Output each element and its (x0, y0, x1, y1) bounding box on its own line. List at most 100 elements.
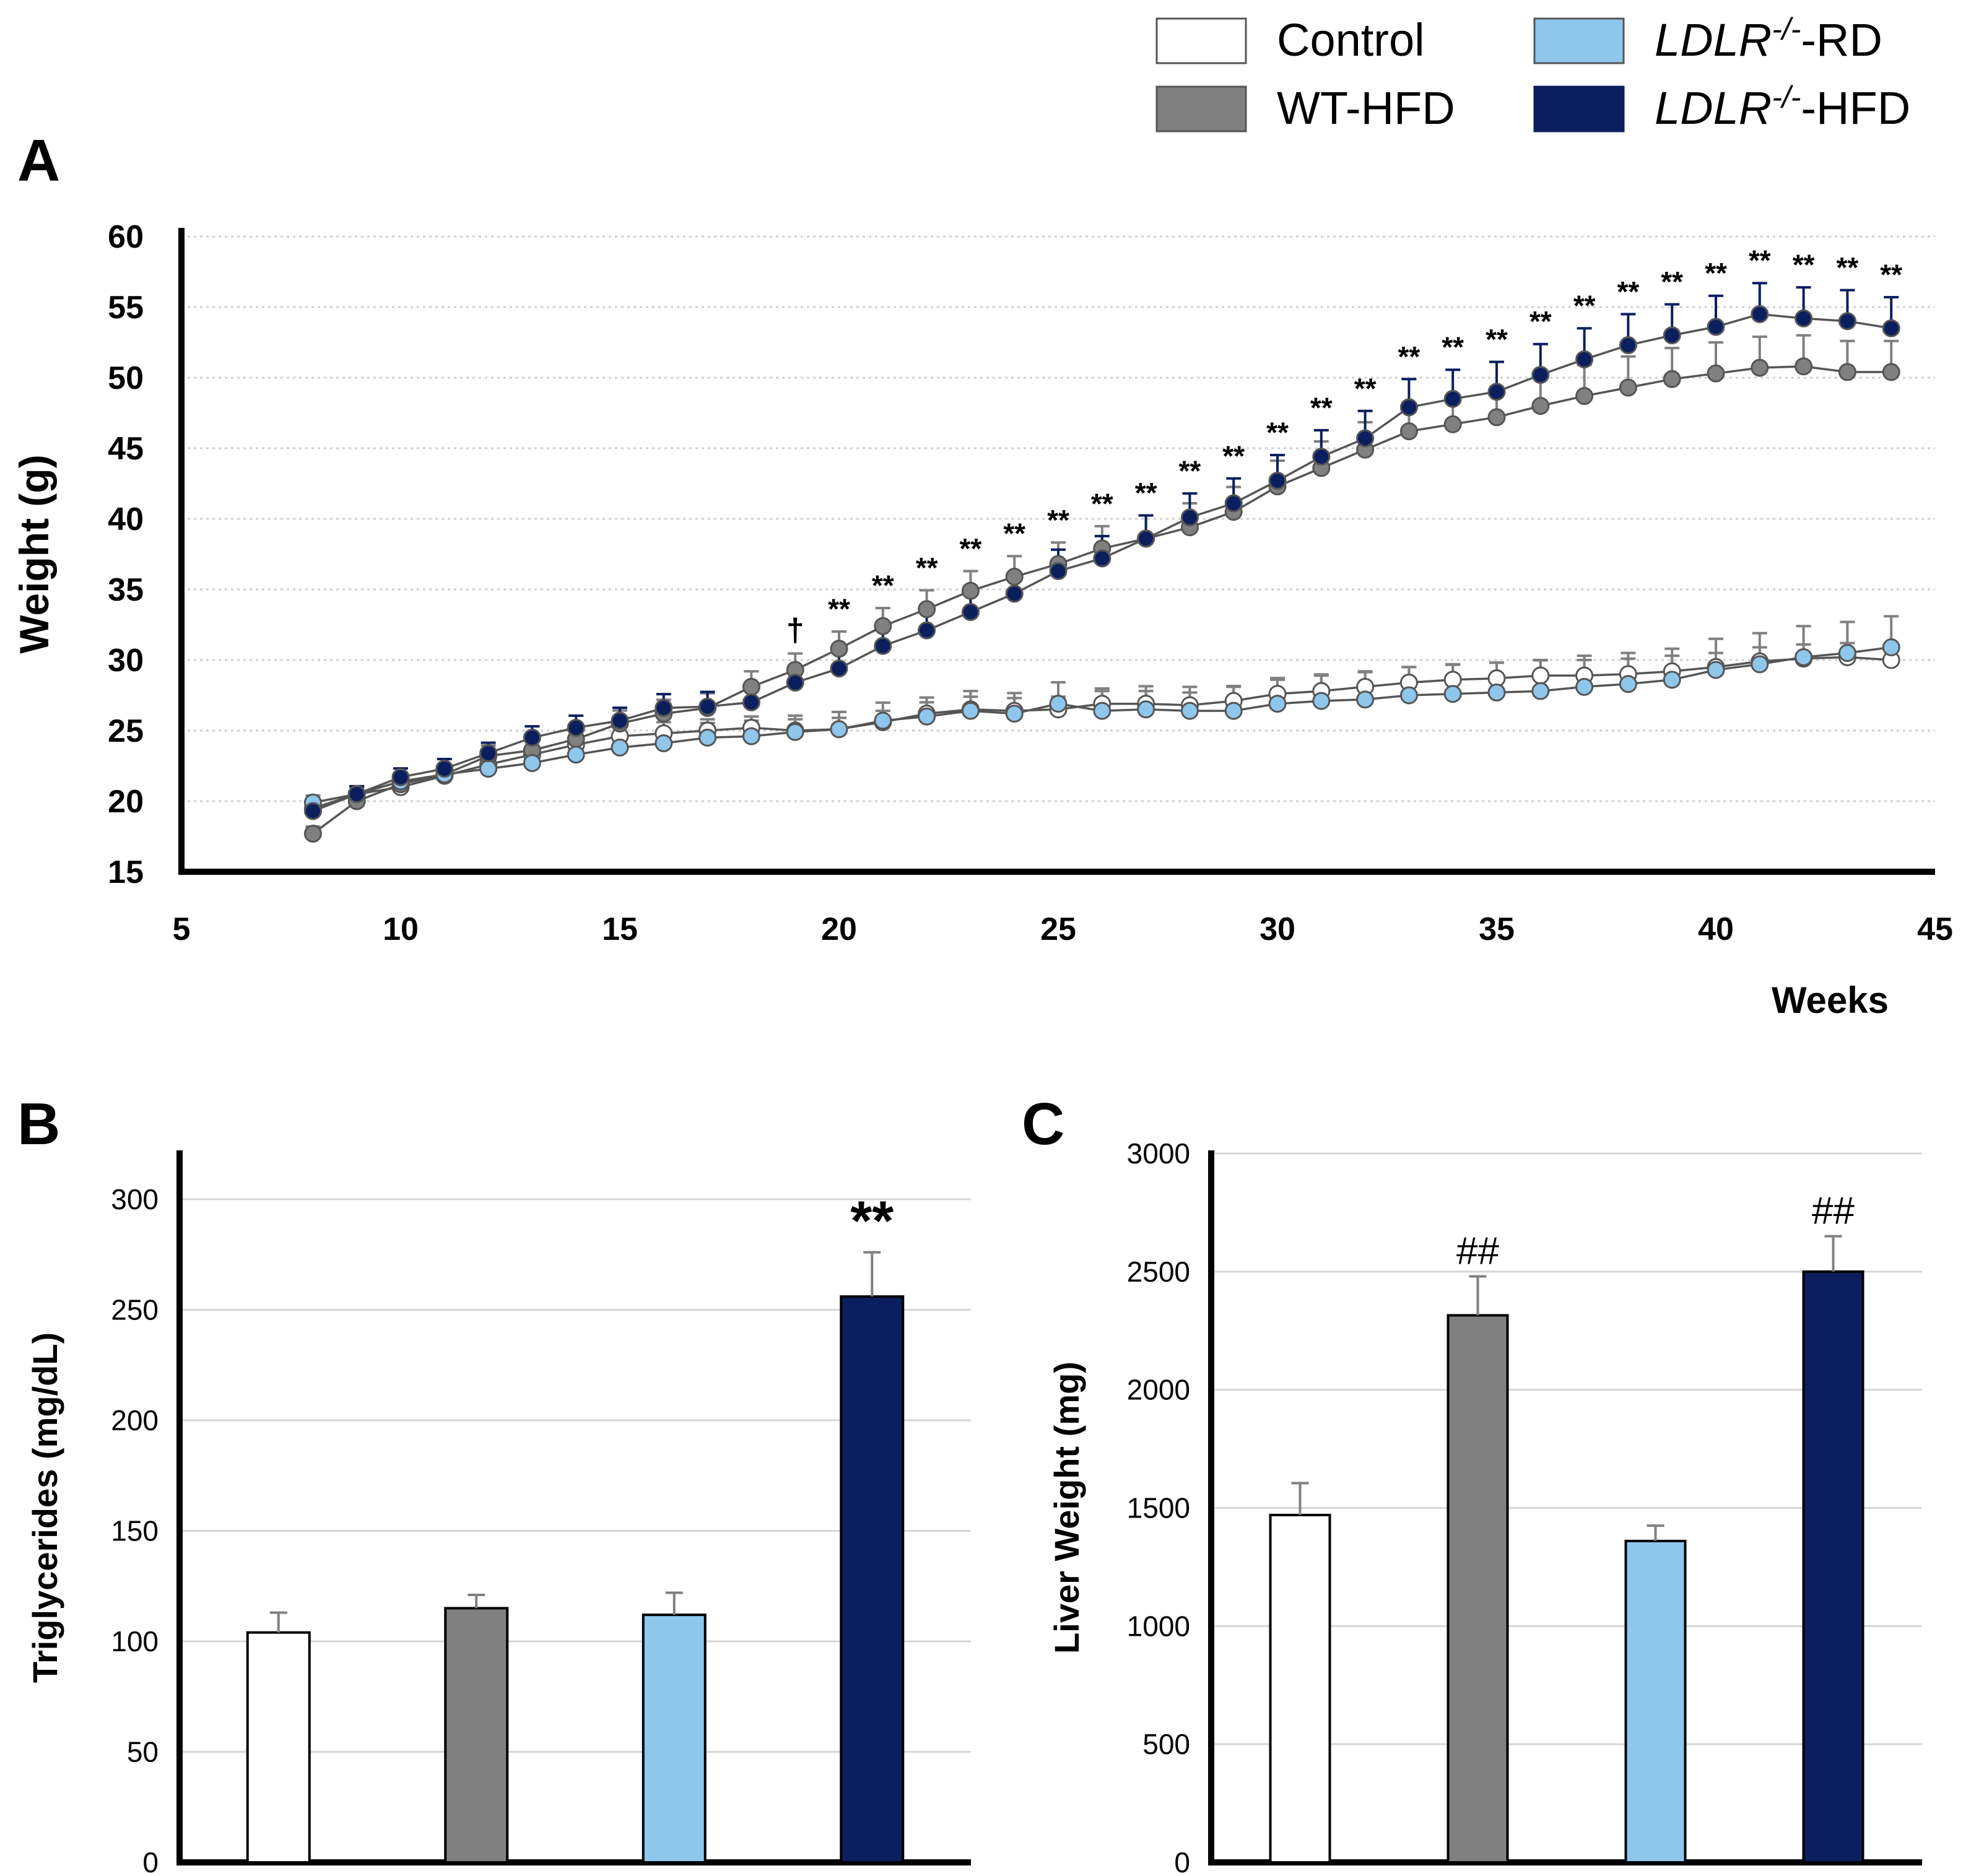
data-point (742, 677, 760, 696)
significance-marker: ** (1178, 454, 1201, 487)
legend-swatch (1155, 85, 1247, 132)
data-point (786, 673, 804, 692)
data-point (874, 636, 892, 655)
x-tick-label: 35 (1479, 911, 1515, 947)
data-point (1137, 529, 1155, 548)
y-tick-label: 200 (111, 1404, 159, 1436)
legend-label: LDLR-/--HFD (1655, 80, 1910, 134)
x-tick-label: 45 (1917, 911, 1953, 947)
data-point (1707, 318, 1725, 336)
y-tick-label: 25 (108, 713, 144, 749)
data-point (698, 728, 717, 747)
y-tick-label: 500 (1142, 1728, 1190, 1760)
data-point (1619, 336, 1637, 355)
data-point (611, 738, 629, 757)
y-tick-label: 35 (108, 572, 144, 608)
data-point (1531, 666, 1550, 685)
data-point (1312, 448, 1331, 466)
data-point (1838, 644, 1856, 662)
data-point (874, 617, 892, 635)
significance-marker: ** (916, 552, 938, 584)
data-point (1882, 363, 1900, 381)
significance-marker: ** (1705, 257, 1727, 289)
data-point (1751, 305, 1769, 323)
data-point (1180, 701, 1199, 720)
data-point (874, 711, 892, 730)
data-point (961, 602, 980, 621)
data-point (435, 760, 454, 778)
data-point (1268, 471, 1287, 490)
data-point (1005, 567, 1024, 586)
data-point (918, 600, 936, 619)
legend-label: WT-HFD (1277, 82, 1455, 134)
significance-marker: ** (1442, 331, 1464, 363)
data-point (1487, 408, 1506, 427)
y-tick-label: 100 (111, 1625, 159, 1657)
data-point (1531, 365, 1550, 384)
panel-label: A (17, 128, 60, 194)
x-tick-label: 40 (1698, 911, 1734, 947)
data-point (918, 621, 936, 640)
data-point (1795, 309, 1813, 328)
y-axis-label: Weight (g) (11, 454, 57, 653)
data-point (1838, 363, 1856, 381)
data-point (1575, 677, 1594, 696)
data-point (303, 802, 322, 820)
data-point (1399, 686, 1418, 705)
data-point (1443, 685, 1462, 703)
data-point (1180, 508, 1199, 527)
data-point (1487, 683, 1506, 701)
data-point (1356, 429, 1375, 448)
y-tick-label: 20 (108, 784, 144, 820)
data-point (918, 707, 936, 726)
panel-b-triglycerides-bar-chart: B 0 50 100 150 200 250 300 Triglycerides (mg/dL)… (17, 1091, 971, 1876)
data-point (347, 785, 366, 804)
data-point (655, 699, 673, 718)
data-point (1575, 387, 1594, 406)
data-point (655, 734, 673, 753)
data-point (523, 753, 541, 772)
y-axis-label: Liver Weight (mg) (1047, 1361, 1086, 1654)
y-tick-label: 1500 (1127, 1492, 1190, 1524)
data-point (1137, 700, 1155, 719)
series-line (312, 365, 1892, 835)
significance-marker: ** (1266, 416, 1289, 448)
data-point (1005, 584, 1024, 603)
x-tick-label: 25 (1040, 911, 1076, 947)
series-line (313, 646, 1892, 804)
bar (1802, 1270, 1864, 1864)
data-point (830, 659, 848, 678)
significance-marker: ** (1486, 323, 1508, 355)
significance-marker: ** (959, 532, 981, 565)
data-point (1838, 312, 1856, 331)
significance-marker: ** (1661, 266, 1683, 298)
y-tick-label: 2000 (1127, 1374, 1190, 1406)
bar (642, 1613, 707, 1864)
legend-swatch (1155, 17, 1247, 64)
x-tick-label: 20 (821, 911, 857, 947)
significance-marker: ** (1003, 518, 1025, 550)
data-point (1356, 690, 1375, 709)
significance-marker: ** (1354, 372, 1377, 404)
data-point (1795, 357, 1813, 376)
data-point (1399, 398, 1418, 417)
significance-marker: ** (1310, 391, 1333, 423)
significance-marker: ** (1880, 259, 1902, 291)
significance-marker: ** (1047, 504, 1069, 536)
significance-marker: ** (1135, 477, 1157, 509)
data-point (1663, 370, 1681, 388)
y-tick-label: 60 (108, 219, 144, 255)
panel-label: C (1022, 1091, 1064, 1157)
y-tick-label: 3000 (1127, 1137, 1190, 1170)
data-point (1619, 378, 1637, 397)
data-point (742, 727, 760, 745)
bar (1447, 1314, 1509, 1864)
legend-swatch (1533, 85, 1625, 132)
legend: Control WT-HFD LDLR-/--RD LDLR-/--HFD (1155, 12, 1910, 134)
significance-marker: ** (1398, 341, 1420, 373)
data-point (961, 581, 980, 600)
significance-marker: ## (1456, 1230, 1499, 1272)
data-point (1795, 648, 1813, 666)
y-tick-label: 250 (111, 1294, 159, 1326)
significance-marker: ** (1091, 487, 1113, 519)
